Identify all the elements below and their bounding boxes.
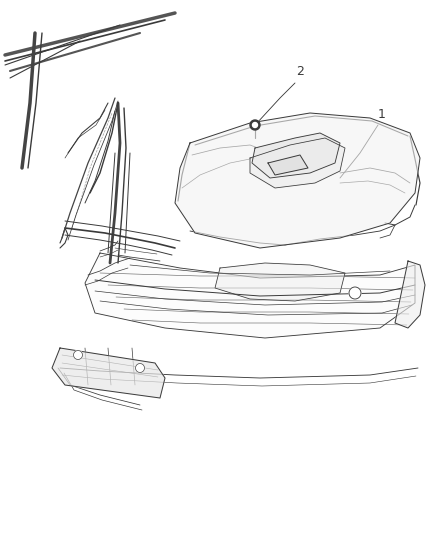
Polygon shape <box>215 263 345 301</box>
Circle shape <box>74 351 82 359</box>
Polygon shape <box>395 261 425 328</box>
Polygon shape <box>250 138 345 188</box>
Circle shape <box>252 123 258 127</box>
Polygon shape <box>268 155 308 175</box>
Polygon shape <box>252 133 340 178</box>
Circle shape <box>349 287 361 299</box>
Polygon shape <box>175 113 420 248</box>
Circle shape <box>250 120 260 130</box>
Circle shape <box>135 364 145 373</box>
Text: 2: 2 <box>296 65 304 78</box>
Polygon shape <box>52 348 165 398</box>
Polygon shape <box>85 253 415 338</box>
Text: 1: 1 <box>378 108 386 121</box>
